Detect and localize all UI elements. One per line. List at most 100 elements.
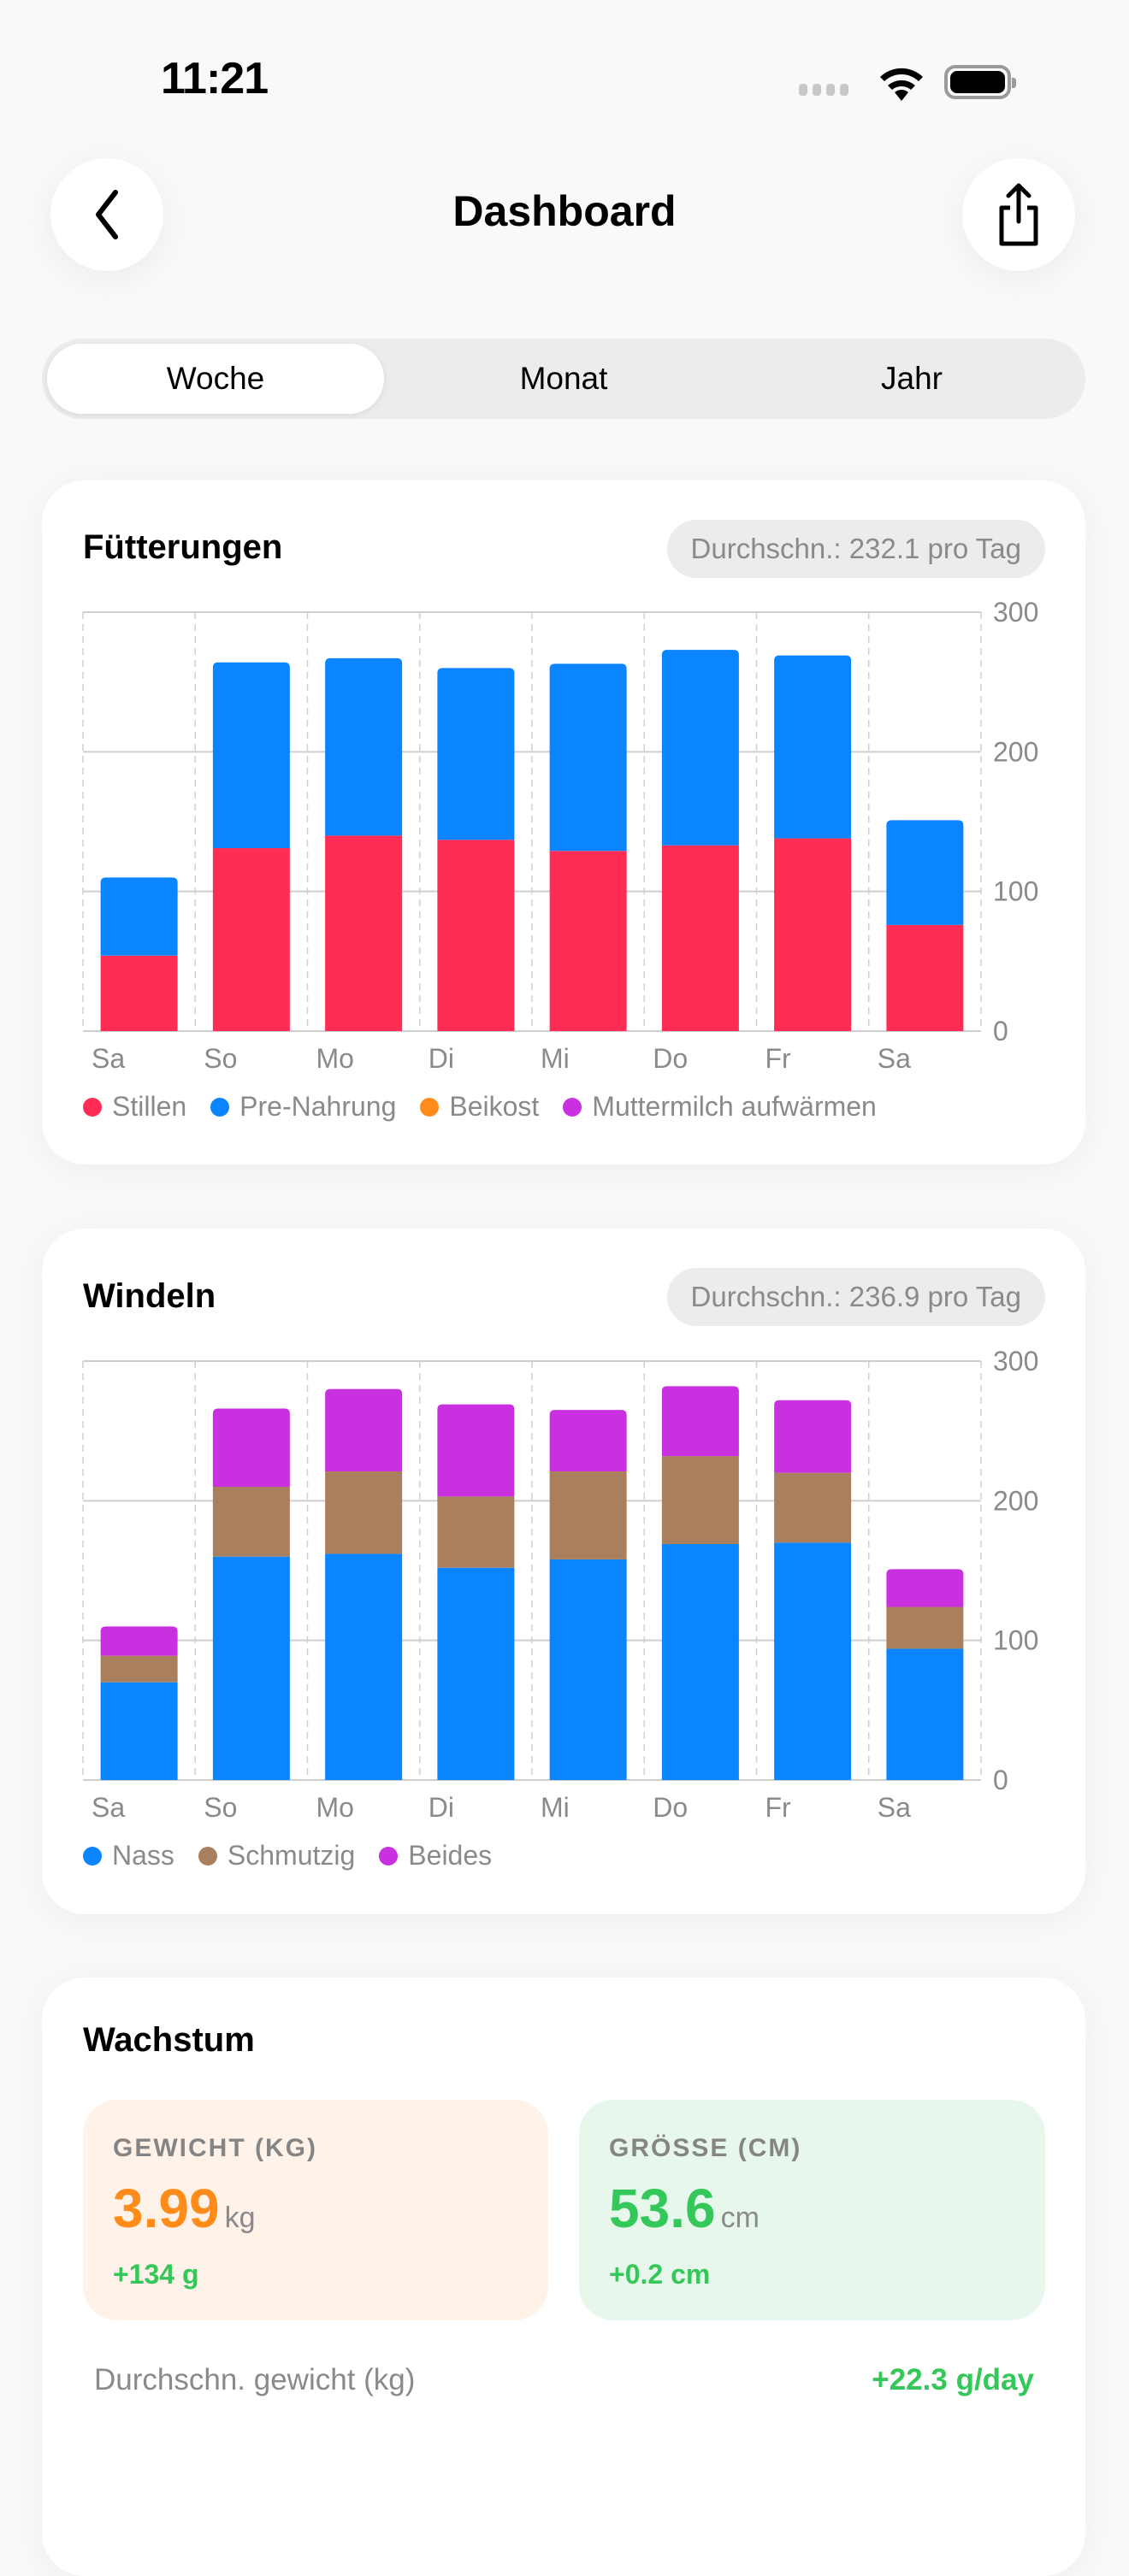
- bar-segment-nass[interactable]: [661, 1543, 739, 1780]
- bar-segment-nass[interactable]: [100, 1682, 178, 1780]
- legend-item-muttermilch: Muttermilch aufwärmen: [563, 1091, 877, 1123]
- height-value-row: 53.6 cm: [609, 2177, 760, 2240]
- segment-jahr[interactable]: Jahr: [881, 361, 943, 396]
- x-tick-label: Di: [429, 1792, 454, 1823]
- bar-segment-nass[interactable]: [886, 1648, 964, 1780]
- legend-label: Stillen: [112, 1091, 187, 1122]
- bar-segment-nass[interactable]: [325, 1553, 403, 1780]
- bar-segment-beides[interactable]: [325, 1388, 403, 1472]
- period-segmented-control: Woche Monat Jahr: [42, 339, 1085, 419]
- bar-segment-pre-nahrung[interactable]: [549, 663, 627, 852]
- feedings-average-badge: Durchschn.: 232.1 pro Tag: [666, 520, 1045, 578]
- back-button[interactable]: [50, 158, 163, 271]
- weight-delta: +134 g: [113, 2259, 199, 2290]
- bar-segment-schmutzig[interactable]: [774, 1472, 852, 1543]
- feedings-legend: Stillen Pre-Nahrung Beikost Muttermilch …: [83, 1091, 877, 1123]
- legend-dot-icon: [83, 1846, 102, 1866]
- segment-monat[interactable]: Monat: [519, 361, 608, 396]
- bar-segment-nass[interactable]: [437, 1567, 515, 1780]
- x-tick-label: Mi: [541, 1792, 570, 1823]
- bar-segment-schmutzig[interactable]: [886, 1606, 964, 1649]
- legend-label: Beikost: [449, 1091, 540, 1122]
- x-tick-label: Sa: [92, 1043, 125, 1074]
- bar-segment-nass[interactable]: [774, 1542, 852, 1780]
- x-tick-label: Mo: [316, 1043, 354, 1074]
- bar-segment-beides[interactable]: [774, 1400, 852, 1473]
- bar-segment-stillen[interactable]: [437, 840, 515, 1031]
- x-tick-label: So: [204, 1792, 237, 1823]
- x-tick-label: Fr: [765, 1792, 792, 1823]
- weight-value: 3.99: [113, 2178, 220, 2239]
- bar-segment-pre-nahrung[interactable]: [437, 668, 515, 840]
- share-button[interactable]: [962, 158, 1075, 271]
- page-title: Dashboard: [452, 187, 677, 235]
- bar-segment-schmutzig[interactable]: [325, 1471, 403, 1554]
- height-delta: +0.2 cm: [609, 2259, 711, 2290]
- chevron-left-icon: [96, 190, 118, 239]
- x-tick-label: Di: [429, 1043, 454, 1074]
- legend-dot-icon: [83, 1097, 102, 1117]
- bar-segment-beides[interactable]: [100, 1626, 178, 1656]
- legend-dot-icon: [210, 1097, 230, 1117]
- bar-segment-stillen[interactable]: [325, 835, 403, 1031]
- bar-segment-beides[interactable]: [437, 1404, 515, 1497]
- bar-segment-schmutzig[interactable]: [661, 1456, 739, 1544]
- x-tick-label: So: [204, 1043, 237, 1074]
- bar-segment-nass[interactable]: [549, 1559, 627, 1780]
- legend-item-stillen: Stillen: [83, 1091, 186, 1123]
- x-tick-label: Fr: [765, 1043, 792, 1074]
- bar-segment-pre-nahrung[interactable]: [100, 877, 178, 956]
- feedings-title: Fütterungen: [83, 528, 283, 566]
- weight-label: GEWICHT (KG): [113, 2134, 317, 2162]
- bar-segment-pre-nahrung[interactable]: [661, 650, 739, 846]
- cellular-dots-icon: [799, 84, 848, 96]
- weight-unit: kg: [224, 2202, 256, 2234]
- height-unit: cm: [720, 2202, 760, 2234]
- bar-segment-pre-nahrung[interactable]: [886, 820, 964, 925]
- bar-segment-nass[interactable]: [212, 1556, 290, 1780]
- growth-title: Wachstum: [83, 2021, 255, 2059]
- bar-segment-beides[interactable]: [549, 1410, 627, 1472]
- legend-label: Beides: [408, 1840, 493, 1871]
- legend-item-beides: Beides: [379, 1840, 492, 1872]
- x-tick-label: Sa: [878, 1043, 911, 1074]
- y-tick-label: 100: [993, 876, 1038, 907]
- bar-segment-beides[interactable]: [661, 1386, 739, 1457]
- diapers-chart: 0 100 200 300 Sa So Mo Di Mi Do Fr Sa: [82, 1346, 1038, 1823]
- bar-segment-stillen[interactable]: [549, 851, 627, 1031]
- y-tick-label: 0: [993, 1016, 1008, 1046]
- battery-full-icon: [944, 65, 1016, 99]
- bar-segment-stillen[interactable]: [774, 838, 852, 1031]
- legend-item-pre-nahrung: Pre-Nahrung: [210, 1091, 396, 1123]
- bar-segment-schmutzig[interactable]: [100, 1655, 178, 1683]
- bar-segment-stillen[interactable]: [886, 924, 964, 1031]
- status-time: 11:21: [161, 54, 269, 103]
- y-tick-label: 300: [993, 597, 1038, 628]
- height-tile[interactable]: GRÖSSE (CM) 53.6 cm +0.2 cm: [579, 2100, 1045, 2320]
- diapers-title: Windeln: [83, 1277, 216, 1315]
- bar-segment-stillen[interactable]: [100, 955, 178, 1031]
- legend-label: Muttermilch aufwärmen: [592, 1091, 877, 1122]
- bar-segment-beides[interactable]: [212, 1408, 290, 1487]
- bar-segment-pre-nahrung[interactable]: [774, 655, 852, 839]
- bar-segment-pre-nahrung[interactable]: [212, 662, 290, 849]
- bar-segment-stillen[interactable]: [212, 848, 290, 1031]
- weight-tile[interactable]: GEWICHT (KG) 3.99 kg +134 g: [83, 2100, 548, 2320]
- y-tick-label: 100: [993, 1625, 1038, 1656]
- bar-segment-schmutzig[interactable]: [212, 1487, 290, 1557]
- legend-dot-icon: [379, 1846, 399, 1866]
- wifi-icon: [880, 68, 923, 101]
- bar-segment-schmutzig[interactable]: [437, 1496, 515, 1568]
- legend-label: Nass: [112, 1840, 174, 1871]
- legend-dot-icon: [563, 1097, 582, 1117]
- y-tick-label: 200: [993, 1485, 1038, 1516]
- bar-segment-schmutzig[interactable]: [549, 1471, 627, 1559]
- bar-segment-beides[interactable]: [886, 1569, 964, 1607]
- segment-woche[interactable]: Woche: [166, 361, 265, 396]
- x-tick-label: Sa: [92, 1792, 125, 1823]
- legend-item-beikost: Beikost: [420, 1091, 539, 1123]
- weight-value-row: 3.99 kg: [113, 2177, 255, 2240]
- bar-segment-stillen[interactable]: [661, 845, 739, 1031]
- bar-segment-pre-nahrung[interactable]: [325, 657, 403, 836]
- x-tick-label: Mi: [541, 1043, 570, 1074]
